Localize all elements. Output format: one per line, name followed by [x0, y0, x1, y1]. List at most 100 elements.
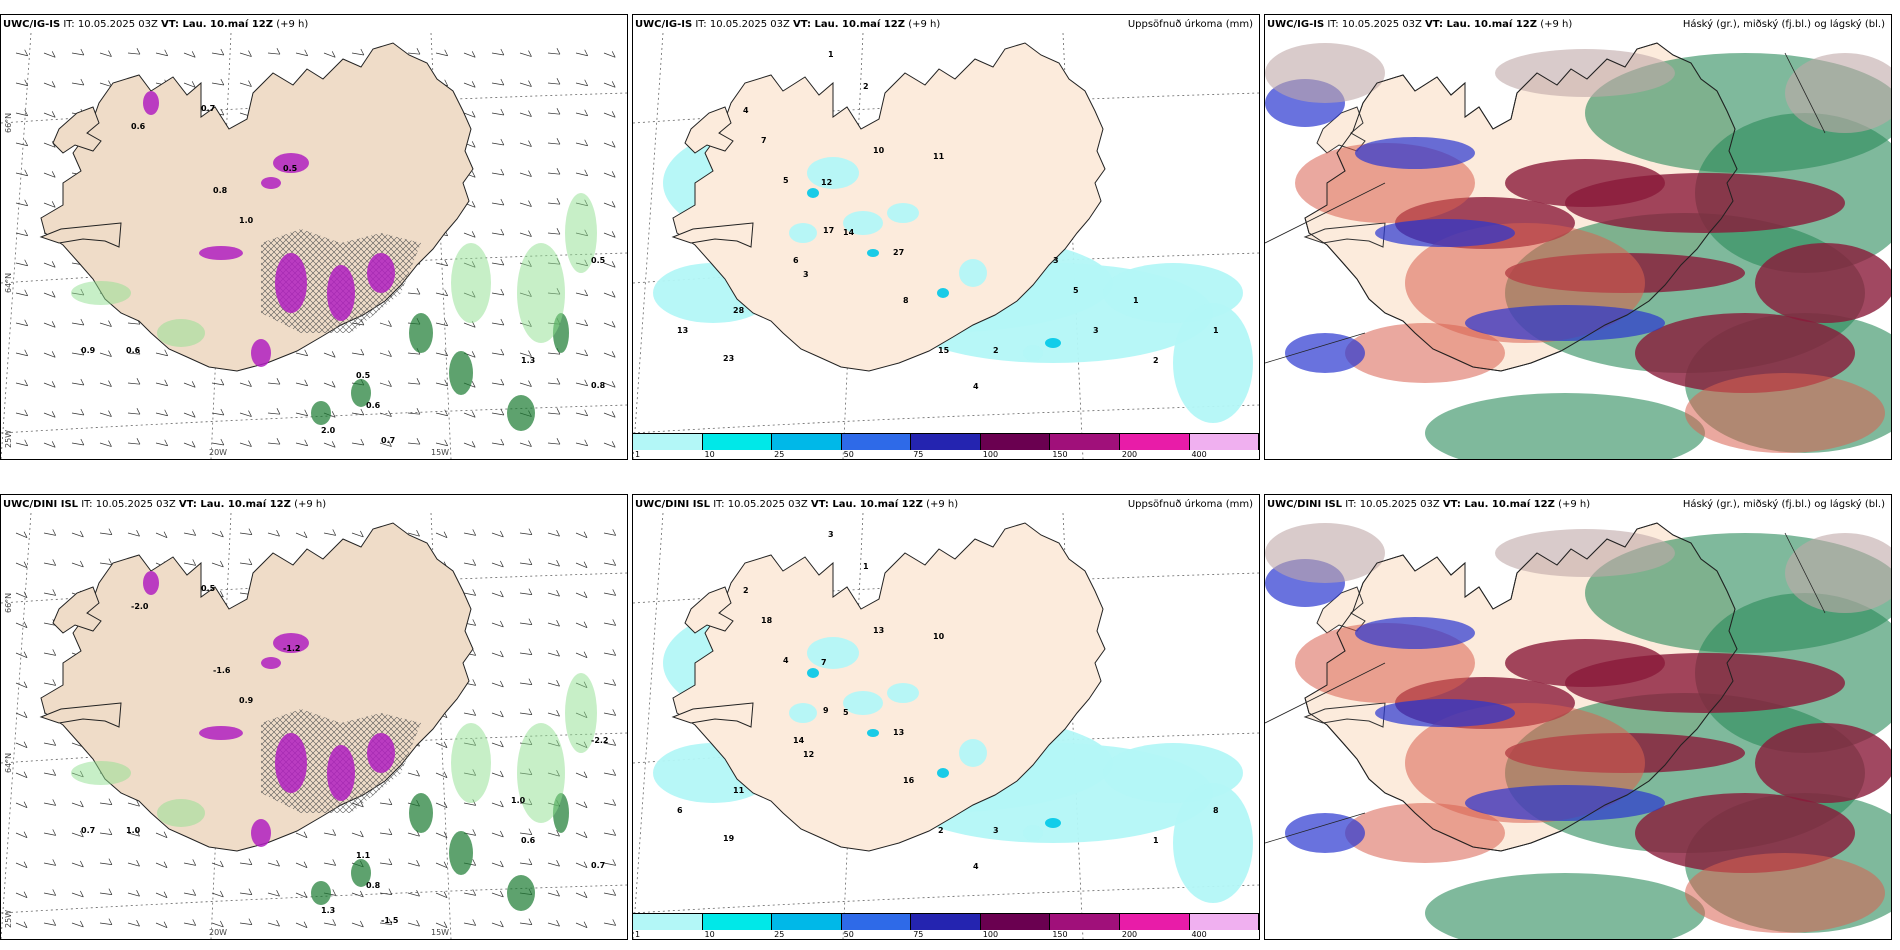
precip-blob-green	[449, 831, 473, 875]
wind-barb	[519, 172, 532, 177]
wind-barb-feather	[80, 800, 84, 808]
wind-barb	[435, 442, 448, 447]
wind-barb	[99, 382, 112, 387]
panel-temp-wind-bottom: UWC/DINI ISL IT: 10.05.2025 03Z VT: Lau.…	[0, 494, 628, 940]
wind-barb	[43, 532, 56, 536]
precip-blob-purple	[251, 819, 271, 847]
wind-barb-feather	[612, 769, 617, 776]
wind-barb-feather	[304, 379, 308, 386]
wind-barb-feather	[331, 381, 336, 388]
graticule-label: 15W	[431, 448, 449, 457]
precip-blob-lightgreen	[71, 281, 131, 305]
wind-barb-feather	[556, 108, 561, 115]
cloud-low	[1375, 699, 1515, 727]
wind-barb	[99, 922, 112, 925]
wind-barb	[99, 82, 112, 87]
wind-barb	[491, 712, 504, 718]
wind-barb	[127, 922, 140, 927]
value-label: 0.5	[356, 371, 371, 380]
wind-barb-feather	[51, 51, 56, 58]
value-label: 16	[903, 776, 915, 785]
wind-barb	[575, 802, 588, 808]
wind-barb-feather	[583, 651, 588, 658]
wind-barb	[379, 322, 392, 327]
wind-barb-feather	[303, 531, 308, 538]
wind-barb-feather	[500, 920, 504, 928]
wind-barb	[491, 322, 504, 326]
wind-barb	[519, 232, 532, 237]
wind-barb	[575, 382, 588, 387]
wind-barb-feather	[500, 650, 504, 658]
wind-barb	[407, 772, 420, 777]
wind-barb-feather	[583, 831, 588, 838]
wind-barb	[155, 382, 168, 387]
wind-barb	[603, 712, 616, 716]
wind-barb-feather	[80, 530, 84, 538]
value-label: -2.0	[131, 602, 149, 611]
graticule-label: 25W	[4, 910, 13, 928]
wind-barb-feather	[136, 378, 141, 385]
map-clouds	[1265, 33, 1891, 459]
wind-barb-feather	[248, 80, 252, 87]
wind-barb	[491, 922, 504, 928]
panel-temp-wind-top: UWC/IG-IS IT: 10.05.2025 03Z VT: Lau. 10…	[0, 14, 628, 460]
value-label: 1.0	[126, 826, 141, 835]
colorbar-cell	[841, 434, 912, 450]
wind-barb-feather	[472, 559, 477, 566]
wind-barb-feather	[23, 831, 28, 838]
wind-barb-feather	[163, 531, 168, 538]
wind-barb	[211, 412, 224, 416]
value-label: 1	[1213, 326, 1219, 335]
wind-barb-feather	[500, 138, 505, 146]
value-label: 0.7	[201, 104, 215, 113]
wind-barb-feather	[108, 320, 112, 327]
precip-blob-purple	[275, 253, 307, 313]
precip-blob-purple	[199, 246, 243, 260]
colorbar-cells	[633, 433, 1259, 450]
graticule-label: 20W	[209, 448, 227, 457]
colorbar-tick: 10	[704, 450, 715, 459]
cloud-mid-light	[1685, 373, 1885, 453]
wind-barb	[547, 142, 560, 145]
wind-barb-feather	[360, 830, 364, 838]
cloud-mid-light	[1345, 323, 1505, 383]
wind-barb-feather	[500, 288, 505, 296]
wind-barb-feather	[584, 319, 588, 326]
wind-barb-feather	[303, 831, 308, 838]
wind-barb	[267, 412, 280, 415]
panel-clouds-top: UWC/IG-IS IT: 10.05.2025 03Z VT: Lau. 10…	[1264, 14, 1892, 460]
wind-barb-feather	[611, 231, 616, 238]
cloud-misc	[1265, 523, 1385, 583]
wind-barb	[575, 442, 588, 447]
wind-barb	[295, 412, 308, 417]
wind-barb-feather	[24, 229, 28, 236]
wind-barb-feather	[108, 828, 113, 835]
wind-barb-feather	[444, 259, 448, 266]
wind-barb-feather	[136, 800, 140, 807]
wind-barb	[519, 352, 532, 357]
wind-barb-feather	[556, 680, 560, 687]
wind-barb-feather	[360, 890, 364, 898]
wind-barb	[547, 682, 560, 687]
wind-barb-feather	[51, 381, 56, 388]
wind-barb	[15, 532, 28, 538]
wind-barb	[43, 742, 56, 746]
wind-barb-feather	[304, 409, 308, 416]
wind-barb-feather	[471, 111, 476, 118]
value-label: 0.6	[521, 836, 536, 845]
wind-barb	[547, 862, 560, 867]
wind-barb	[407, 532, 420, 537]
value-label: 0.6	[126, 346, 141, 355]
wind-barb-feather	[528, 80, 532, 87]
wind-barb	[575, 112, 588, 117]
wind-barb	[575, 412, 588, 417]
wind-barb	[43, 262, 56, 268]
wind-barb	[183, 862, 196, 866]
wind-barb	[407, 292, 420, 295]
wind-barb-feather	[528, 678, 533, 685]
value-label: 8	[903, 296, 909, 305]
wind-barb	[463, 412, 476, 418]
colorbar-tick: 100	[982, 930, 999, 939]
wind-barb-feather	[388, 380, 392, 387]
wind-barb	[575, 622, 588, 628]
